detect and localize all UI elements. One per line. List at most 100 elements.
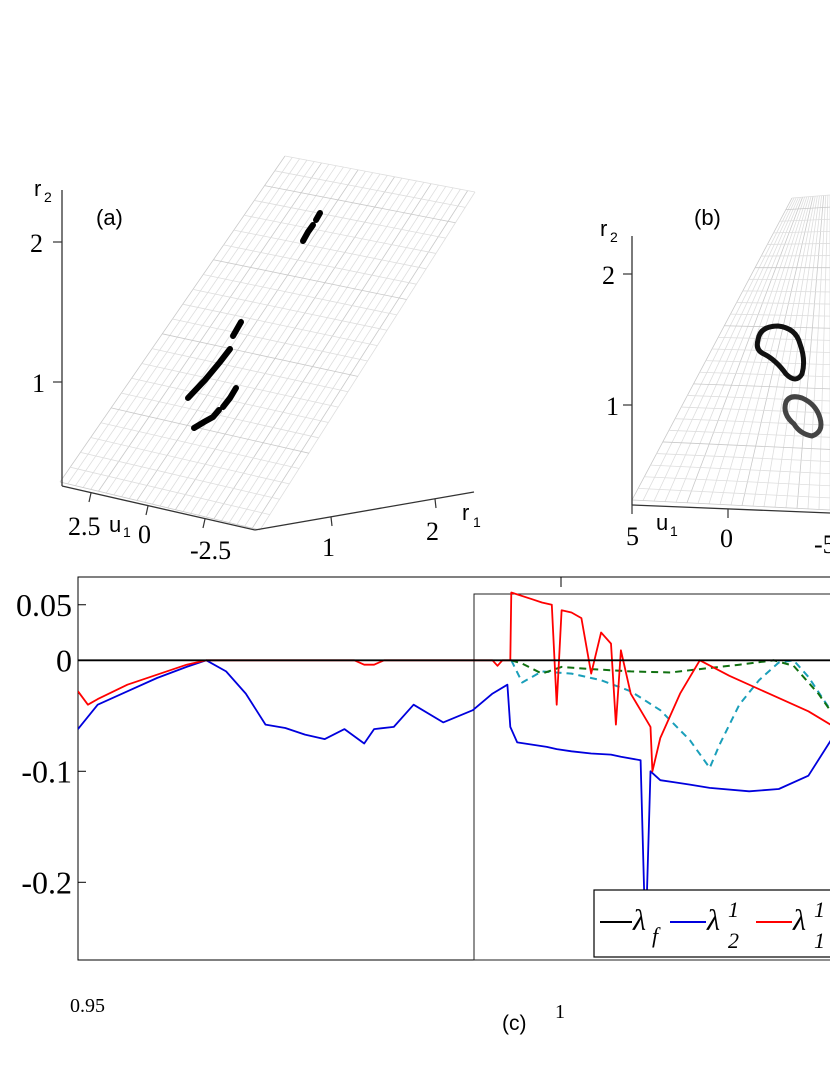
panel-b-u-tick-0: 0 [720, 524, 733, 553]
panel-a-curve-bottom [191, 407, 222, 431]
panel-c-series-group [78, 591, 830, 944]
legend-label-lambda-11: λ [792, 904, 806, 937]
panel-c-line-chart: 0.05 0 -0.1 -0.2 0.95 1 (c) λ f λ 1 2 λ 1 1 [16, 576, 830, 1035]
panel-a-u-label-sub: 1 [123, 524, 131, 540]
panel-a-mesh-line [90, 437, 290, 485]
panel-a-u-tick-0: 0 [138, 520, 151, 549]
panel-b-mesh-line [699, 371, 830, 378]
panel-a-u-tick-mark-a [88, 492, 92, 503]
panel-a-mesh-line [151, 348, 349, 393]
panel-a-r1-tick-mark-2 [434, 498, 437, 509]
panel-b-z-tick-2: 2 [602, 261, 615, 290]
panel-a-curve-top [300, 222, 316, 244]
panel-b-mesh-line [748, 278, 830, 281]
panel-b-mesh-line [711, 348, 830, 353]
panel-b-z-tick-1: 1 [606, 392, 619, 421]
panel-b-mesh-line [644, 476, 830, 487]
panel-b-mesh-line [638, 487, 830, 499]
panel-b-mesh-line [681, 406, 830, 414]
panel-c-y-tick-label: -0.1 [21, 753, 72, 789]
panel-a-mesh-line [223, 244, 417, 285]
panel-b-mesh-line [767, 243, 830, 245]
panel-a-mesh-line [274, 170, 466, 208]
panel-c-legend-box [593, 889, 830, 958]
panel-b-mesh-line [705, 360, 830, 366]
panel-a-r1-label-sub: 1 [473, 514, 481, 530]
panel-a-u-axis [61, 485, 256, 531]
panel-a-r1-tick-mark-1 [330, 516, 333, 527]
panel-b-curve-loop-2 [782, 394, 824, 439]
panel-b-mesh-line [742, 290, 830, 293]
panel-a-r1-tick-1: 1 [322, 533, 335, 562]
panel-c-plot-frame [77, 576, 830, 961]
panel-a-z-tick-1: 1 [32, 369, 45, 398]
panel-a-mesh-line [111, 407, 309, 454]
panel-b-mesh-line [693, 383, 830, 390]
panel-a-z-label: r [34, 176, 41, 201]
panel-a-mesh-line [182, 303, 378, 347]
panel-b-mesh-line [650, 464, 830, 475]
panel-a-mesh-line [233, 229, 427, 270]
panel-a-curve-top-2 [313, 210, 323, 223]
panel-b-mesh-line [668, 429, 830, 438]
panel-c-x-tick-0.95: 0.95 [70, 995, 105, 1017]
panel-a-mesh-line [284, 155, 476, 193]
legend-label-lambda-12-sup: 1 [728, 897, 739, 922]
panel-a-mesh-line [203, 274, 397, 316]
panel-a-r1-tick-2: 2 [426, 517, 439, 546]
panel-b-mesh-line [675, 418, 830, 426]
panel-a-mesh-line [244, 214, 436, 254]
legend-label-lambda-12-sub: 2 [728, 928, 739, 953]
panel-a-mesh-line [254, 200, 446, 239]
panel-a-mesh-line [141, 363, 339, 408]
legend-label-lambda-11-sup: 1 [814, 897, 825, 922]
panel-a-z-label-sub: 2 [44, 189, 52, 205]
panel-b-mesh-line [662, 441, 830, 450]
panel-b-mesh-line [773, 230, 830, 234]
panel-a-mesh-line [213, 259, 407, 300]
panel-a-attractor-curves [185, 210, 323, 431]
legend-label-lambda-f: λ [632, 904, 646, 937]
panel-b-mesh-line [736, 302, 830, 305]
panel-a-u-tick-2.5: 2.5 [68, 512, 101, 541]
panel-a-3d-plot: (a) r 2 2 1 2.5 u 1 0 -2.5 1 2 r 1 [30, 155, 481, 565]
panel-a-mesh-line [162, 333, 358, 377]
panel-b-u-tick-neg5: -5 [814, 530, 830, 559]
panel-a-curve-mid-2 [230, 319, 244, 339]
panel-b-label: (b) [694, 205, 721, 230]
panel-a-u-tick-mark-b [145, 505, 149, 516]
legend-label-lambda-11-sub: 1 [814, 928, 825, 953]
panel-b-mesh-line [785, 206, 830, 211]
panel-b-mesh-line [791, 194, 830, 199]
panel-a-mesh-line [100, 422, 300, 469]
panel-c-legend: λ f λ 1 2 λ 1 1 [593, 889, 830, 958]
panel-a-surface-mesh [59, 155, 476, 531]
panel-b-mesh-line [730, 313, 830, 317]
panel-c-series-line [510, 659, 830, 769]
panel-a-u-label: u [109, 512, 121, 537]
panel-c-series-line [78, 659, 830, 944]
panel-a-mesh-line [70, 466, 270, 516]
panel-c-series-line [78, 591, 830, 773]
panel-a-r1-axis [254, 491, 475, 531]
panel-b-mesh-line [718, 336, 830, 341]
panel-a-mesh-line [192, 288, 388, 331]
panel-a-mesh-line [80, 451, 280, 500]
panel-a-mesh-line [264, 185, 456, 224]
panel-a-mesh-line [172, 318, 368, 362]
panel-c-y-tick-label: -0.2 [21, 864, 72, 900]
panel-b-u-tick-5: 5 [626, 522, 639, 551]
panel-b-mesh-line [631, 499, 830, 511]
panel-a-z-tick-2: 2 [30, 229, 43, 258]
panel-a-u-tick-neg2.5: -2.5 [190, 536, 231, 565]
panel-b-u-label: u [656, 510, 668, 535]
panel-a-mesh-line [59, 481, 261, 531]
panel-b-3d-plot: (b) r 2 2 1 5 u 1 0 -5 [600, 194, 830, 559]
panel-b-z-label-sub: 2 [610, 229, 618, 245]
panel-c-y-tick-label: 0 [56, 642, 72, 678]
legend-label-lambda-f-sub: f [652, 923, 661, 948]
legend-label-lambda-12: λ [706, 904, 720, 937]
panel-b-u-axis [631, 504, 830, 514]
panel-a-u-tick-mark-c [202, 518, 206, 529]
